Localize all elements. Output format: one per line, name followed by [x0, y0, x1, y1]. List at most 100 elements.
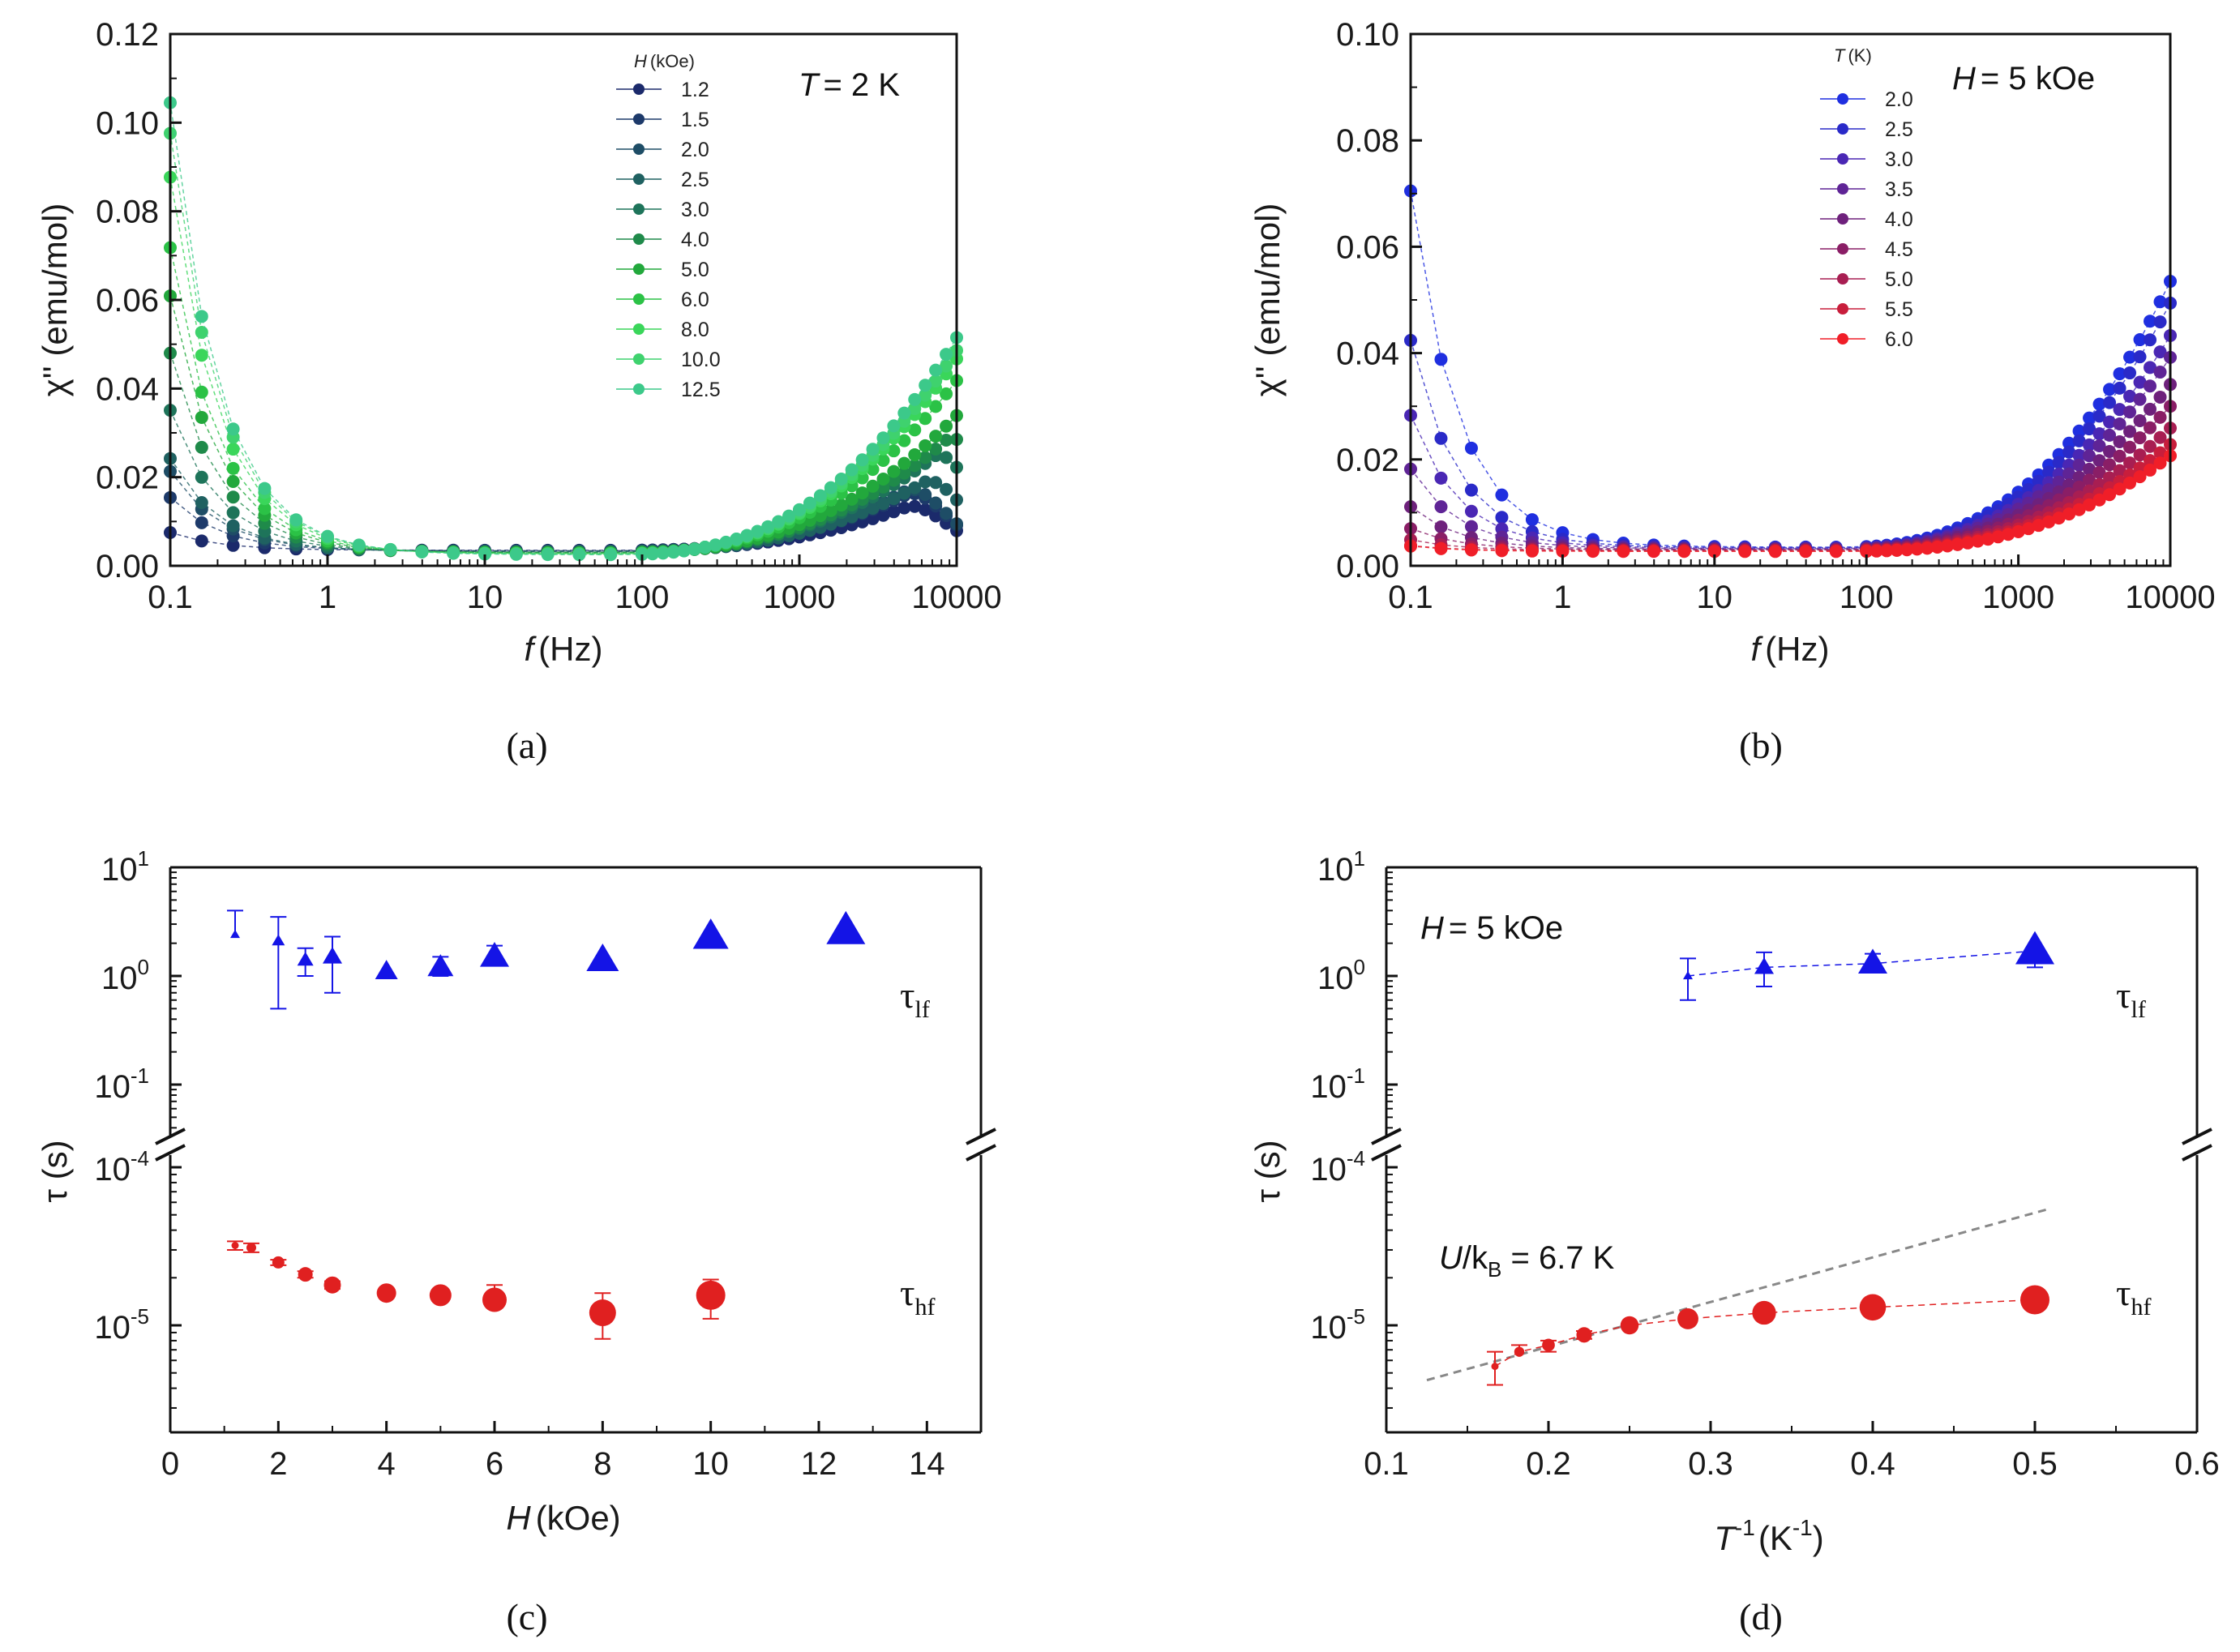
- legend-label: 4.0: [1885, 208, 1913, 231]
- axis-break-mark: [966, 1144, 996, 1162]
- data-point: [2083, 438, 2097, 452]
- data-point: [1991, 530, 2005, 544]
- y-tick-label: 10-4: [1310, 1146, 1365, 1188]
- data-point: [876, 472, 890, 486]
- legend-label: 10.0: [681, 349, 721, 371]
- x-tick-label: 0.4: [1850, 1446, 1895, 1482]
- legend-marker: [1837, 243, 1848, 255]
- panel-d-annotation: H = 5 kOe: [1420, 910, 1563, 946]
- data-point: [866, 463, 880, 477]
- panel-d-tau-hf-label: τhf: [2116, 1272, 2152, 1320]
- data-point: [2011, 524, 2025, 538]
- data-point: [2083, 462, 2097, 476]
- x-tick-label: 1000: [764, 580, 836, 615]
- x-tick-label: 0.5: [2012, 1446, 2058, 1482]
- data-point: [698, 541, 712, 554]
- data-point: [375, 960, 398, 979]
- data-point: [2083, 449, 2097, 463]
- legend-label: 3.0: [1885, 148, 1913, 171]
- data-point: [1683, 970, 1693, 980]
- data-point: [195, 470, 208, 484]
- data-point: [297, 952, 314, 966]
- data-point: [887, 505, 901, 519]
- y-tick-label: 10-5: [94, 1304, 149, 1346]
- data-point: [940, 387, 953, 400]
- data-point: [2020, 1285, 2049, 1315]
- data-point: [1434, 471, 1448, 485]
- panel-a-legend-title: H (kOe): [634, 51, 695, 71]
- data-point: [1495, 544, 1509, 558]
- data-point: [586, 944, 619, 972]
- data-point: [509, 547, 523, 561]
- data-point: [2153, 410, 2167, 424]
- data-point: [866, 501, 880, 515]
- data-point: [919, 412, 932, 426]
- panel-d-fit-label: U/kB = 6.7 K: [1439, 1240, 1615, 1282]
- data-point: [929, 443, 943, 456]
- data-point: [2133, 350, 2147, 364]
- panel-b-xlabel: f (Hz): [1751, 630, 1830, 668]
- panel-c-label: (c): [506, 1596, 547, 1637]
- data-point: [195, 310, 208, 323]
- data-point: [887, 492, 901, 506]
- data-point: [897, 466, 911, 480]
- data-point: [2133, 392, 2147, 406]
- data-point: [2144, 333, 2157, 347]
- data-point: [352, 538, 366, 552]
- data-point: [719, 535, 733, 549]
- data-point: [1434, 431, 1448, 445]
- data-point: [2042, 465, 2056, 479]
- data-point: [226, 461, 240, 475]
- x-tick-label: 100: [1840, 580, 1894, 615]
- data-point: [834, 472, 848, 486]
- panel-c-tau-hf-label: τhf: [900, 1272, 936, 1320]
- x-tick-label: 10000: [2125, 580, 2215, 615]
- data-point: [855, 471, 869, 485]
- data-point: [2092, 439, 2106, 452]
- data-point: [258, 481, 272, 495]
- legend-label: 2.5: [681, 169, 709, 191]
- y-tick-label: 0.04: [96, 371, 159, 407]
- legend-marker: [633, 173, 645, 185]
- legend-marker: [633, 383, 645, 395]
- data-point: [2153, 295, 2167, 309]
- panel-b-legend-title: T (K): [1834, 45, 1872, 66]
- data-point: [2103, 383, 2117, 396]
- data-point: [929, 400, 943, 413]
- panel-a-label: (a): [506, 725, 547, 766]
- data-point: [1586, 545, 1600, 559]
- data-point: [897, 456, 911, 470]
- data-point: [845, 463, 859, 477]
- data-point: [1525, 513, 1539, 527]
- data-point: [908, 392, 922, 406]
- data-point: [940, 451, 953, 464]
- legend-label: 6.0: [1885, 328, 1913, 351]
- data-point: [1617, 545, 1630, 559]
- data-point: [1677, 545, 1691, 559]
- x-tick-label: 12: [801, 1446, 837, 1482]
- data-point: [1799, 545, 1813, 559]
- data-point: [2144, 379, 2157, 393]
- data-point: [2133, 431, 2147, 445]
- data-point: [855, 506, 869, 520]
- x-tick-label: 10: [467, 580, 503, 615]
- data-point: [845, 510, 859, 524]
- data-point: [2113, 417, 2127, 430]
- x-tick-label: 10: [1697, 580, 1733, 615]
- data-point: [908, 402, 922, 416]
- axis-break-mark: [1371, 1128, 1402, 1145]
- data-point: [908, 481, 922, 494]
- data-point: [258, 502, 272, 516]
- data-point: [195, 410, 208, 424]
- data-point: [1768, 545, 1782, 559]
- data-point: [929, 374, 943, 388]
- y-tick-label: 0.10: [96, 105, 159, 141]
- legend-marker: [1837, 123, 1848, 135]
- data-point: [2123, 405, 2137, 419]
- data-point: [195, 516, 208, 529]
- data-point: [740, 529, 754, 542]
- axis-break-mark: [2182, 1128, 2212, 1145]
- data-point: [2092, 477, 2106, 491]
- data-point: [195, 440, 208, 454]
